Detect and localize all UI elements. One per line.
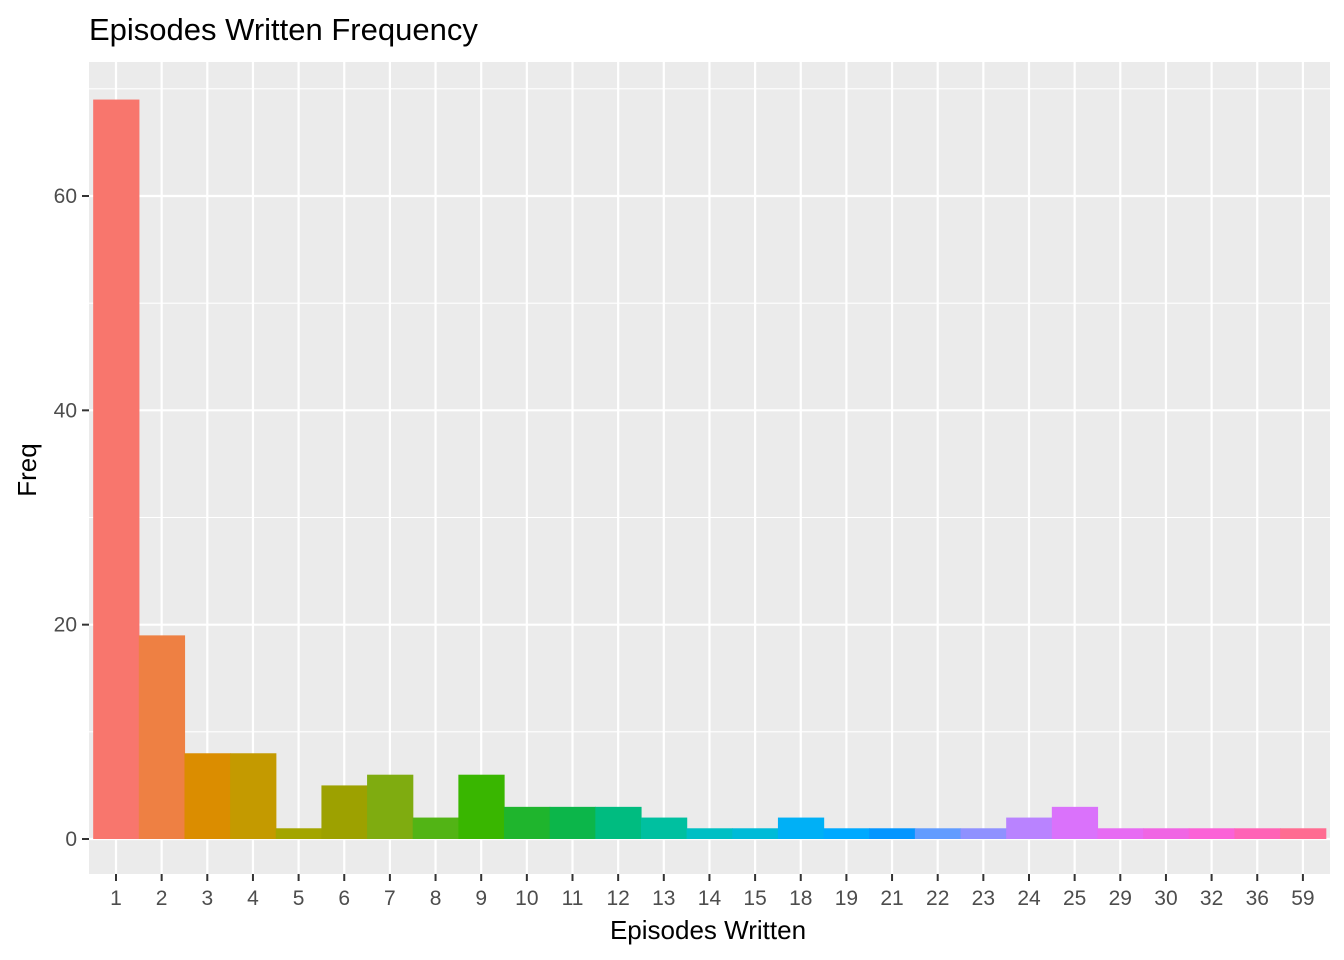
bars xyxy=(93,99,1327,840)
bar-59 xyxy=(1280,828,1327,839)
x-tick-label: 29 xyxy=(1109,887,1132,910)
bar-14 xyxy=(686,828,733,839)
bar-36 xyxy=(1234,828,1281,839)
bar-23 xyxy=(960,828,1007,839)
bar-1 xyxy=(93,99,140,840)
x-tick-label: 6 xyxy=(338,887,350,910)
y-tick-label: 40 xyxy=(54,399,77,422)
x-tick-label: 59 xyxy=(1291,887,1314,910)
x-tick-label: 21 xyxy=(880,887,903,910)
x-tick-label: 25 xyxy=(1063,887,1086,910)
x-tick-label: 10 xyxy=(515,887,538,910)
y-tick-label: 0 xyxy=(65,828,77,851)
x-tick-label: 23 xyxy=(972,887,995,910)
x-tick-label: 1 xyxy=(110,887,122,910)
bar-19 xyxy=(823,828,870,839)
x-tick-label: 13 xyxy=(652,887,675,910)
bar-29 xyxy=(1097,828,1144,839)
bar-6 xyxy=(321,785,368,839)
y-tick-label: 60 xyxy=(54,185,77,208)
x-axis-title: Episodes Written xyxy=(610,915,806,945)
bar-15 xyxy=(732,828,779,839)
x-tick-label: 8 xyxy=(430,887,442,910)
bar-22 xyxy=(914,828,962,839)
x-tick-label: 9 xyxy=(475,887,487,910)
x-tick-label: 19 xyxy=(835,887,858,910)
bar-9 xyxy=(458,774,505,839)
bar-3 xyxy=(184,753,231,839)
x-tick-label: 3 xyxy=(201,887,213,910)
x-axis: 1 2 3 4 5 6 7 8 9 10 11 12 13 14 15 18 19 21 22 23 24 25 29 30 3… xyxy=(110,874,1315,910)
bar-32 xyxy=(1188,828,1236,839)
x-tick-label: 2 xyxy=(156,887,168,910)
x-tick-label: 30 xyxy=(1154,887,1177,910)
x-tick-label: 15 xyxy=(743,887,766,910)
bar-11 xyxy=(549,806,596,839)
x-tick-label: 11 xyxy=(562,887,584,910)
y-axis-title: Freq xyxy=(12,443,42,496)
x-tick-label: 24 xyxy=(1017,887,1041,910)
bar-18 xyxy=(777,817,825,839)
bar-4 xyxy=(230,753,277,839)
chart-title: Episodes Written Frequency xyxy=(89,12,478,47)
x-tick-label: 36 xyxy=(1246,887,1269,910)
bar-7 xyxy=(367,774,414,839)
bar-13 xyxy=(640,817,688,839)
x-tick-label: 14 xyxy=(698,887,722,910)
bar-10 xyxy=(504,806,551,839)
bar-5 xyxy=(275,828,323,839)
x-tick-label: 7 xyxy=(384,887,396,910)
bar-24 xyxy=(1006,817,1053,839)
y-axis: 0 20 40 60 xyxy=(54,185,89,851)
x-tick-label: 5 xyxy=(293,887,305,910)
bar-30 xyxy=(1143,828,1190,839)
bar-2 xyxy=(138,635,186,839)
x-tick-label: 12 xyxy=(606,887,629,910)
x-tick-label: 4 xyxy=(247,887,259,910)
bar-25 xyxy=(1051,806,1099,839)
x-tick-label: 32 xyxy=(1200,887,1223,910)
y-tick-label: 20 xyxy=(54,614,77,637)
bar-21 xyxy=(869,828,916,839)
x-tick-label: 22 xyxy=(926,887,949,910)
x-tick-label: 18 xyxy=(789,887,812,910)
bar-8 xyxy=(412,817,459,839)
bar-12 xyxy=(595,806,642,839)
